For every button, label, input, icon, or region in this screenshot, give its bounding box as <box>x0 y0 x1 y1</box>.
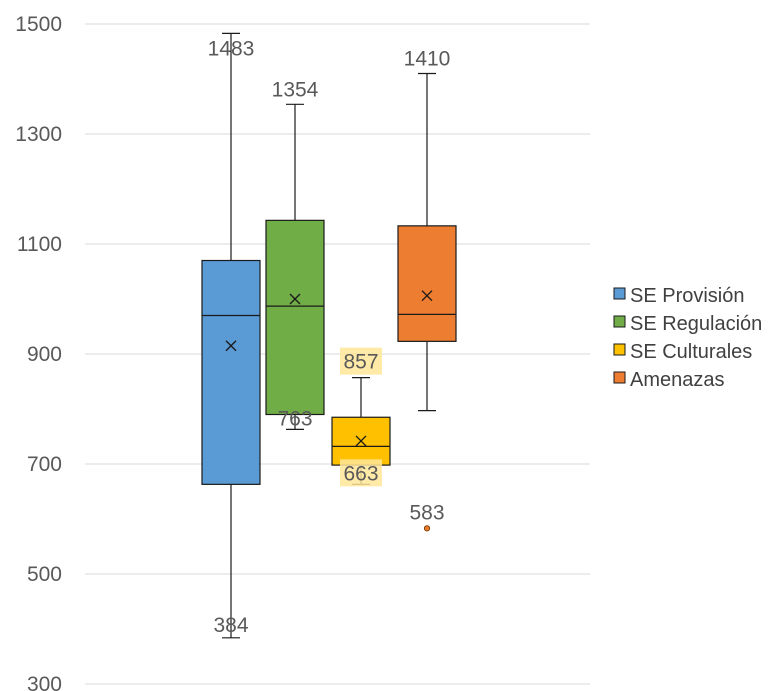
data-label-bg <box>340 459 382 487</box>
data-label-max: 857 <box>343 351 378 374</box>
box-series <box>201 32 457 639</box>
box-0 <box>201 32 261 639</box>
y-tick-label: 700 <box>27 453 62 476</box>
data-label-bg <box>340 347 382 375</box>
y-tick-label: 300 <box>27 673 62 691</box>
data-label-min: 763 <box>277 407 312 430</box>
y-tick-label: 1500 <box>15 13 62 36</box>
y-tick-label: 1100 <box>17 233 62 256</box>
legend-item: Amenazas <box>613 369 725 391</box>
data-labels: 1483 384 1354 763 857 663 1410 583 <box>208 37 451 636</box>
box-3 <box>397 72 457 532</box>
mean-marker <box>289 293 301 305</box>
y-tick-label: 900 <box>27 343 62 366</box>
data-label-max: 1410 <box>404 48 451 71</box>
y-tick-label: 1300 <box>15 123 62 146</box>
legend-label: Amenazas <box>630 369 725 391</box>
legend-item: SE Culturales <box>613 341 752 363</box>
data-label-min: 384 <box>213 614 248 637</box>
iqr-box <box>201 259 261 485</box>
outlier-point <box>423 525 431 532</box>
mean-marker <box>355 435 367 447</box>
iqr-box <box>265 219 325 416</box>
data-label-max: 1483 <box>208 37 255 60</box>
grid-lines <box>85 23 590 685</box>
iqr-box <box>397 225 457 342</box>
box-1 <box>265 103 325 430</box>
legend-label: SE Regulación <box>630 313 762 335</box>
legend-swatch <box>613 343 626 356</box>
legend-swatch <box>613 287 626 300</box>
legend-swatch <box>613 371 626 384</box>
y-axis: 300 500 700 900 1100 1300 1500 <box>15 13 62 691</box>
mean-marker <box>225 340 237 352</box>
legend-label: SE Culturales <box>630 341 752 363</box>
legend-label: SE Provisión <box>630 285 745 307</box>
y-tick-label: 500 <box>27 563 62 586</box>
legend-swatch <box>613 315 626 328</box>
data-label-outlier: 583 <box>409 501 444 524</box>
mean-marker <box>421 290 433 302</box>
data-label-max: 1354 <box>272 78 319 101</box>
legend-item: SE Regulación <box>613 313 762 335</box>
legend-item: SE Provisión <box>613 285 745 307</box>
legend: SE Provisión SE Regulación SE Culturales Am… <box>613 285 762 391</box>
data-label-min: 663 <box>343 462 378 485</box>
